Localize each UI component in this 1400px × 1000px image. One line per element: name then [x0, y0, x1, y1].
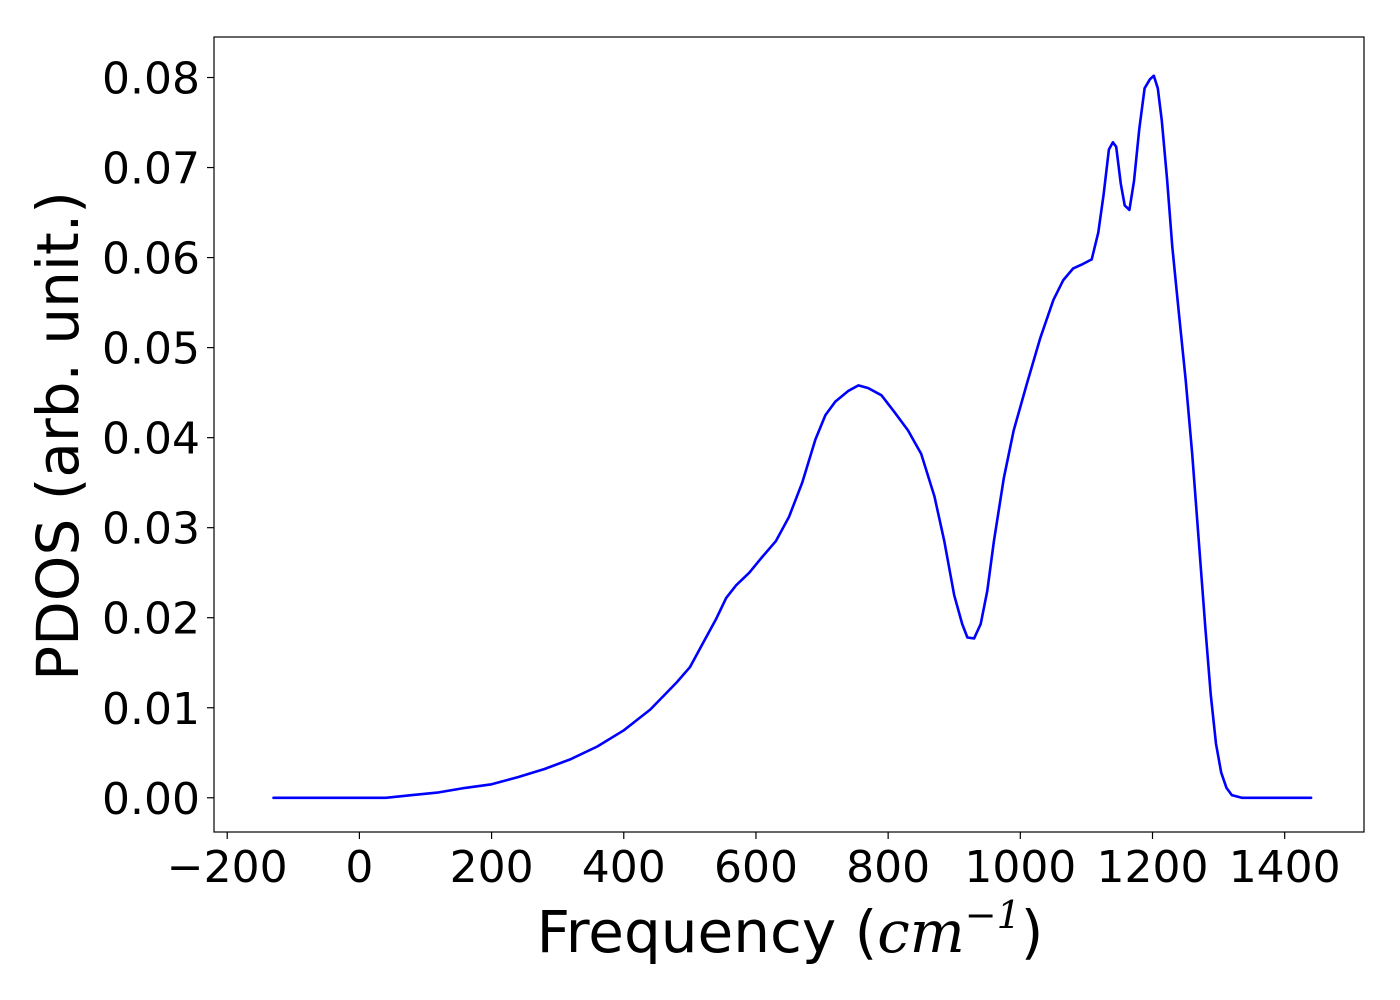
x-tick-label: 1400	[1229, 842, 1341, 893]
x-axis-label-exponent: −1	[965, 893, 1021, 937]
ticks-layer: −200 0 200 400 600 800 1000 1200 1400 0.00 0.01 0.0…	[102, 54, 1341, 893]
pdos-series-line	[272, 74, 1313, 800]
x-tick-label: 800	[846, 842, 930, 893]
plot-frame	[213, 36, 1365, 833]
series-layer	[272, 74, 1313, 800]
y-tick-label: 0.07	[102, 144, 200, 195]
y-tick-label: 0.01	[102, 684, 200, 735]
y-tick-label: 0.00	[102, 774, 200, 825]
x-tick-label: 600	[714, 842, 798, 893]
x-axis-label-close: )	[1021, 898, 1044, 966]
x-tick-label: 1200	[1097, 842, 1209, 893]
y-tick-label: 0.06	[102, 234, 200, 285]
x-tick-label: 1000	[964, 842, 1076, 893]
y-tick-label: 0.02	[102, 594, 200, 645]
x-tick-label: 400	[582, 842, 666, 893]
y-tick-label: 0.05	[102, 324, 200, 375]
y-axis-label: PDOS (arb. unit.)	[24, 191, 92, 681]
y-tick-label: 0.03	[102, 504, 200, 555]
x-tick-label: 200	[450, 842, 534, 893]
x-axis-label: Frequency (cm−1)	[537, 893, 1044, 966]
x-tick-label: −200	[167, 842, 288, 893]
x-axis-label-text: Frequency (	[537, 898, 878, 966]
x-axis-label-unit: cm	[877, 898, 964, 966]
x-tick-label: 0	[345, 842, 373, 893]
y-tick-label: 0.04	[102, 414, 200, 465]
y-tick-label: 0.08	[102, 54, 200, 105]
